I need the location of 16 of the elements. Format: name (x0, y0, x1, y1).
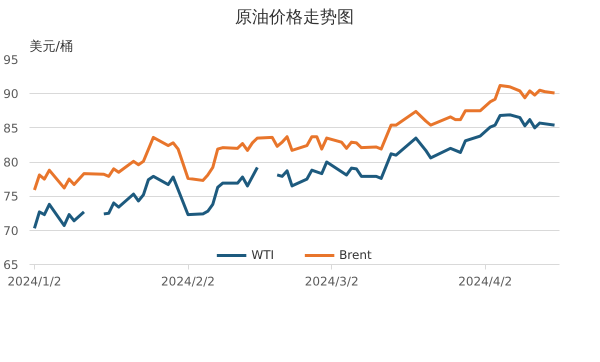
legend-label: Brent (339, 248, 372, 262)
y-tick-label: 70 (3, 224, 19, 238)
y-tick-label: 85 (3, 121, 19, 136)
x-tick-label: 2024/3/2 (304, 274, 359, 288)
x-tick-label: 2024/1/2 (8, 274, 62, 288)
chart-title: 原油价格走势图 (235, 8, 354, 28)
x-tick-label: 2024/2/2 (161, 274, 215, 288)
y-axis-title: 美元/桶 (30, 38, 73, 54)
x-tick-label: 2024/4/2 (458, 274, 512, 288)
y-tick-label: 65 (3, 258, 19, 272)
y-tick-label: 75 (3, 190, 19, 204)
legend-label: WTI (251, 248, 274, 262)
y-tick-label: 95 (3, 53, 19, 67)
line-series (32, 84, 556, 192)
y-tick-label: 90 (3, 87, 19, 102)
y-tick-label: 80 (3, 156, 19, 170)
